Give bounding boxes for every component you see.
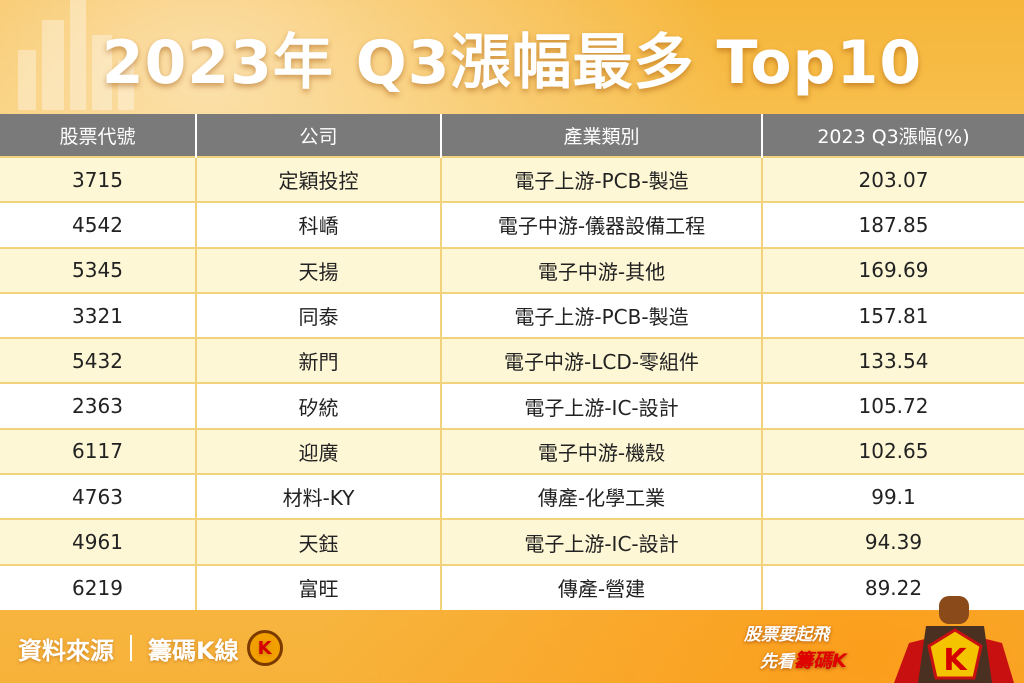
cell-industry: 電子上游-PCB-製造: [441, 155, 763, 203]
cell-change: 169.69: [762, 246, 1024, 293]
cell-code: 6117: [0, 427, 197, 475]
source-credit: 資料來源 籌碼K線 K: [18, 628, 283, 668]
slogan-highlight: 籌碼K: [794, 650, 847, 672]
header-company: 公司: [196, 114, 442, 157]
cell-company: 定穎投控: [196, 155, 442, 203]
cell-company: 富旺: [196, 563, 442, 610]
cell-company: 同泰: [196, 291, 442, 339]
source-label: 資料來源: [18, 636, 114, 665]
cell-code: 3715: [0, 155, 197, 203]
cell-industry: 電子上游-IC-設計: [441, 518, 763, 565]
slogan-line-2: 先看籌碼K: [744, 648, 894, 675]
cell-industry: 電子上游-PCB-製造: [441, 291, 763, 339]
divider: [130, 635, 132, 661]
skyline-icon: [18, 0, 134, 110]
k-logo-icon: K: [246, 630, 283, 666]
cell-company: 材料-KY: [196, 473, 442, 520]
cell-change: 133.54: [762, 337, 1024, 384]
cell-company: 新門: [196, 337, 442, 384]
superhero-mascot-icon: K: [894, 596, 1014, 683]
table-row: 4542 科嶠 電子中游-儀器設備工程 187.85: [0, 201, 1024, 248]
slogan-prefix: 先看: [760, 652, 794, 672]
cell-code: 5432: [0, 337, 197, 384]
cell-change: 187.85: [762, 201, 1024, 248]
cell-code: 2363: [0, 382, 197, 429]
cell-company: 迎廣: [196, 427, 442, 475]
page-title: 2023年 Q3漲幅最多 Top10: [101, 28, 923, 98]
table-row: 4763 材料-KY 傳產-化學工業 99.1: [0, 473, 1024, 520]
cell-change: 203.07: [762, 155, 1024, 203]
cell-change: 102.65: [762, 427, 1024, 475]
cell-industry: 電子中游-機殼: [441, 427, 763, 475]
table-row: 6117 迎廣 電子中游-機殼 102.65: [0, 427, 1024, 475]
table-header-row: 股票代號 公司 產業類別 2023 Q3漲幅(%): [0, 114, 1024, 157]
cell-industry: 電子上游-IC-設計: [441, 382, 763, 429]
table-row: 2363 矽統 電子上游-IC-設計 105.72: [0, 382, 1024, 429]
cell-company: 矽統: [196, 382, 442, 429]
table-row: 4961 天鈺 電子上游-IC-設計 94.39: [0, 518, 1024, 565]
header-change: 2023 Q3漲幅(%): [762, 114, 1024, 157]
cell-code: 4961: [0, 518, 197, 565]
ranking-table: 股票代號 公司 產業類別 2023 Q3漲幅(%) 3715 定穎投控 電子上游…: [0, 114, 1024, 610]
cell-industry: 傳產-化學工業: [441, 473, 763, 520]
cell-company: 科嶠: [196, 201, 442, 248]
cell-change: 89.22: [762, 563, 1024, 610]
cell-code: 4763: [0, 473, 197, 520]
table-row: 3715 定穎投控 電子上游-PCB-製造 203.07: [0, 155, 1024, 203]
table-row: 3321 同泰 電子上游-PCB-製造 157.81: [0, 291, 1024, 339]
cell-industry: 電子中游-儀器設備工程: [441, 201, 763, 248]
cell-industry: 電子中游-LCD-零組件: [441, 337, 763, 384]
cell-company: 天鈺: [196, 518, 442, 565]
table-row: 5432 新門 電子中游-LCD-零組件 133.54: [0, 337, 1024, 384]
cell-industry: 電子中游-其他: [441, 246, 763, 293]
cell-code: 4542: [0, 201, 197, 248]
table-row: 6219 富旺 傳產-營建 89.22: [0, 563, 1024, 610]
source-name: 籌碼K線: [148, 636, 239, 665]
header-code: 股票代號: [0, 114, 197, 157]
cell-code: 6219: [0, 563, 197, 610]
header-industry: 產業類別: [441, 114, 763, 157]
cell-change: 99.1: [762, 473, 1024, 520]
cell-change: 157.81: [762, 291, 1024, 339]
table-row: 5345 天揚 電子中游-其他 169.69: [0, 246, 1024, 293]
slogan: 股票要起飛 先看籌碼K: [744, 622, 894, 675]
cell-industry: 傳產-營建: [441, 563, 763, 610]
cell-company: 天揚: [196, 246, 442, 293]
cell-code: 3321: [0, 291, 197, 339]
slogan-line-1: 股票要起飛: [744, 625, 829, 645]
mascot-letter: K: [943, 643, 968, 678]
cell-change: 105.72: [762, 382, 1024, 429]
cell-code: 5345: [0, 246, 197, 293]
cell-change: 94.39: [762, 518, 1024, 565]
